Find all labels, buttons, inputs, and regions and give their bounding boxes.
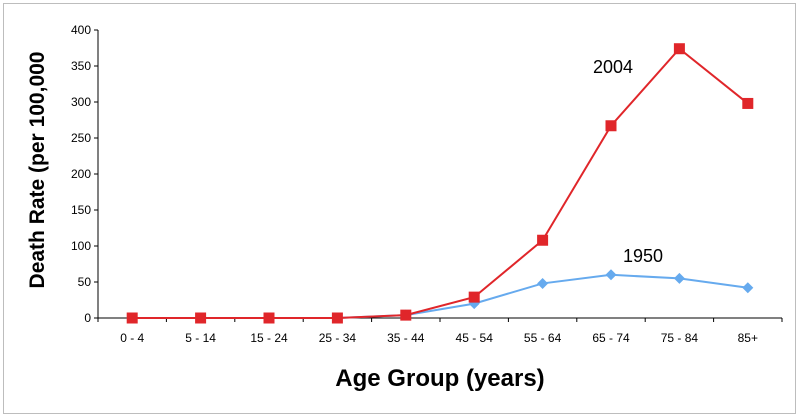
data-point-2004 <box>263 312 275 324</box>
data-point-2004 <box>331 312 343 324</box>
data-point-2004 <box>605 120 617 132</box>
data-point-2004 <box>742 97 754 109</box>
data-point-1950 <box>742 282 754 294</box>
series-label-1950: 1950 <box>623 246 663 266</box>
x-tick-label: 85+ <box>738 331 758 345</box>
x-tick-label: 5 - 14 <box>185 331 216 345</box>
y-tick-label: 100 <box>71 239 91 253</box>
x-tick-label: 45 - 54 <box>456 331 494 345</box>
x-tick-labels: 0 - 4 5 - 14 15 - 24 25 - 34 35 - 44 45 - 54 5… <box>120 331 758 345</box>
data-point-2004 <box>537 234 549 246</box>
y-tick-label: 50 <box>78 275 92 289</box>
data-point-1950 <box>537 277 549 289</box>
data-point-1950 <box>605 269 617 281</box>
x-tick-label: 55 - 64 <box>524 331 562 345</box>
y-axis-label: Death Rate (per 100,000 <box>26 52 49 289</box>
data-point-1950 <box>673 272 685 284</box>
series-label-2004: 2004 <box>593 57 633 77</box>
x-tick-label: 75 - 84 <box>661 331 699 345</box>
data-point-2004 <box>673 43 685 55</box>
y-tick-label: 250 <box>71 131 91 145</box>
series-line-2004 <box>132 47 749 319</box>
x-tick-label: 35 - 44 <box>387 331 425 345</box>
y-tick-labels: 0 50 100 150 200 250 300 350 400 <box>71 23 91 325</box>
chart-frame <box>3 3 796 414</box>
y-tick-label: 300 <box>71 95 91 109</box>
series-2004 <box>126 43 754 324</box>
data-point-2004 <box>126 312 138 324</box>
series-group: 2004 1950 <box>126 43 754 324</box>
x-axis-label: Age Group (years) <box>335 365 544 392</box>
y-tick-label: 350 <box>71 59 91 73</box>
series-line-1950 <box>132 273 748 319</box>
data-point-2004 <box>468 291 480 303</box>
x-tick-label: 65 - 74 <box>592 331 630 345</box>
series-1950 <box>126 269 754 324</box>
y-tick-label: 0 <box>84 311 91 325</box>
data-point-2004 <box>195 312 207 324</box>
x-tick-label: 15 - 24 <box>250 331 288 345</box>
y-tick-label: 150 <box>71 203 91 217</box>
x-tick-label: 0 - 4 <box>120 331 144 345</box>
x-tick-label: 25 - 34 <box>319 331 357 345</box>
y-tick-label: 200 <box>71 167 91 181</box>
data-point-2004 <box>400 309 412 321</box>
y-tick-label: 400 <box>71 23 91 37</box>
